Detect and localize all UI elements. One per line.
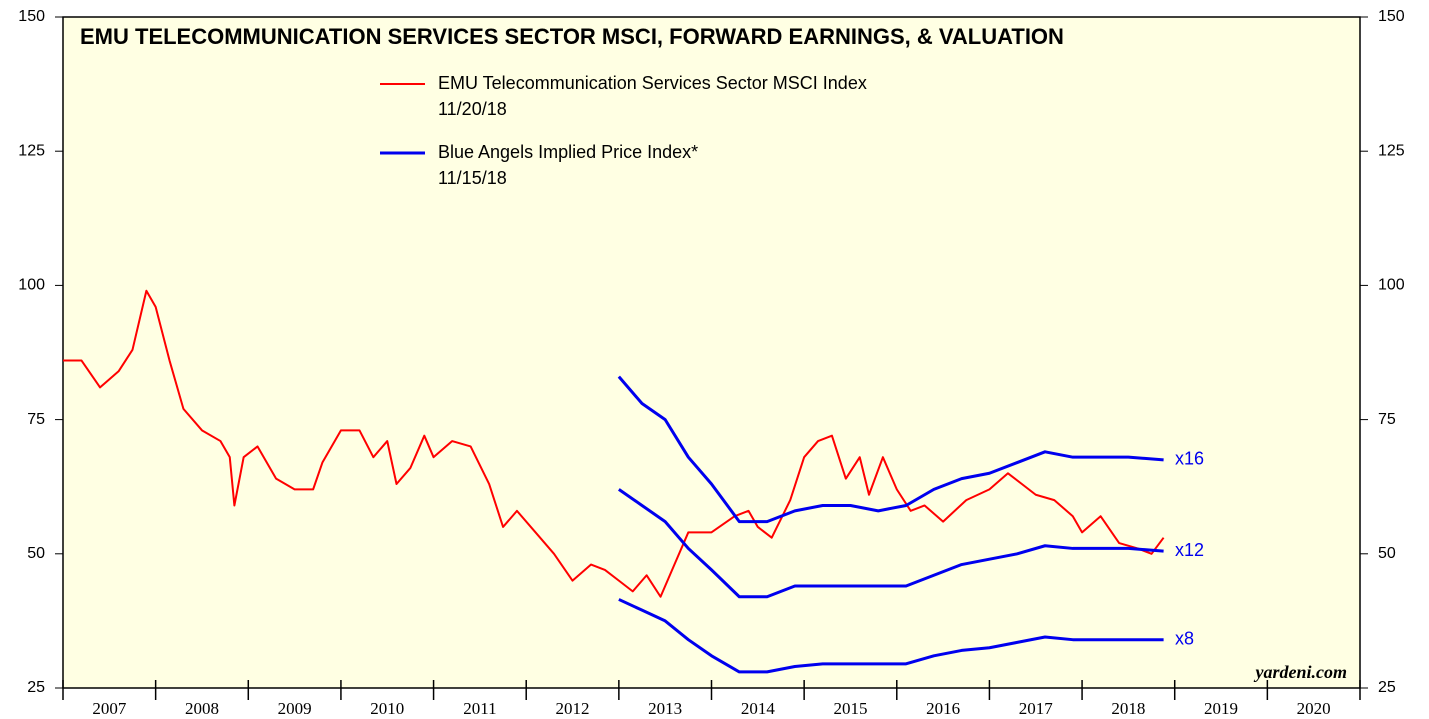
line-series [618,488,1164,599]
x-tick-label: 2019 [1204,699,1238,718]
x-tick-label: 2009 [278,699,312,718]
legend-label: EMU Telecommunication Services Sector MS… [438,73,867,93]
y-tick-label: 150 [18,8,45,25]
legend-label: Blue Angels Implied Price Index* [438,142,698,162]
series-label: x16 [1175,449,1204,469]
line-series [63,289,1165,598]
plot-area [62,16,1361,689]
y-tick-label: 75 [27,411,45,428]
y2-tick-label: 150 [1378,8,1405,25]
legend-date: 11/15/18 [438,168,507,188]
x-tick-label: 2017 [1019,699,1054,718]
legend-date: 11/20/18 [438,99,507,119]
series-label: x8 [1175,628,1194,648]
y2-tick-label: 25 [1378,679,1396,696]
y-tick-label: 50 [27,545,45,562]
y2-tick-label: 125 [1378,142,1405,159]
x-tick-label: 2008 [185,699,219,718]
y-tick-label: 100 [18,277,45,294]
y-tick-label: 125 [18,142,45,159]
chart-title: EMU TELECOMMUNICATION SERVICES SECTOR MS… [80,24,1064,49]
y-tick-label: 25 [27,679,45,696]
x-tick-label: 2020 [1297,699,1331,718]
series-label: x12 [1175,540,1204,560]
watermark: yardeni.com [1254,662,1348,682]
x-tick-label: 2013 [648,699,682,718]
x-tick-label: 2014 [741,699,776,718]
x-tick-label: 2010 [370,699,404,718]
x-tick-label: 2012 [556,699,590,718]
y2-tick-label: 75 [1378,411,1396,428]
x-tick-label: 2011 [463,699,496,718]
x-tick-label: 2007 [92,699,127,718]
x-tick-label: 2015 [833,699,867,718]
x-tick-label: 2018 [1111,699,1145,718]
y2-tick-label: 100 [1378,277,1405,294]
y2-tick-label: 50 [1378,545,1396,562]
line-series [618,598,1164,674]
x-tick-label: 2016 [926,699,960,718]
line-series [617,375,1164,524]
